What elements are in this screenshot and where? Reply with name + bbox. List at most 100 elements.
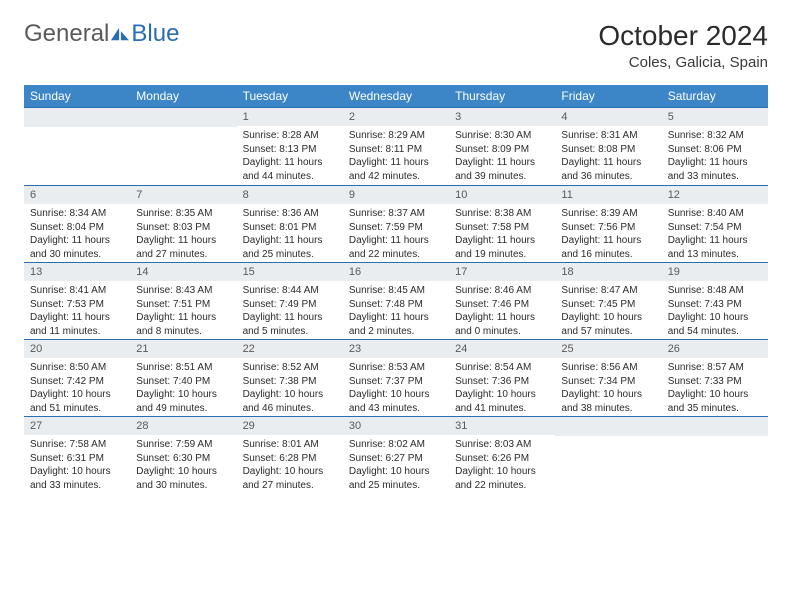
day-number: 27 bbox=[24, 417, 130, 435]
sunset-text: Sunset: 7:38 PM bbox=[243, 375, 337, 389]
sunrise-text: Sunrise: 8:29 AM bbox=[349, 129, 443, 143]
day-cell: 5Sunrise: 8:32 AMSunset: 8:06 PMDaylight… bbox=[662, 108, 768, 186]
daylight-text: Daylight: 10 hours and 35 minutes. bbox=[668, 388, 762, 415]
day-data: Sunrise: 8:40 AMSunset: 7:54 PMDaylight:… bbox=[662, 204, 768, 262]
sunrise-text: Sunrise: 8:43 AM bbox=[136, 284, 230, 298]
sunset-text: Sunset: 7:56 PM bbox=[561, 221, 655, 235]
weekday-header: Saturday bbox=[662, 85, 768, 108]
weekday-header: Sunday bbox=[24, 85, 130, 108]
day-cell: 27Sunrise: 7:58 AMSunset: 6:31 PMDayligh… bbox=[24, 417, 130, 495]
day-cell: 15Sunrise: 8:44 AMSunset: 7:49 PMDayligh… bbox=[237, 263, 343, 340]
daylight-text: Daylight: 11 hours and 22 minutes. bbox=[349, 234, 443, 261]
daylight-text: Daylight: 10 hours and 54 minutes. bbox=[668, 311, 762, 338]
weekday-header: Monday bbox=[130, 85, 236, 108]
day-cell: 3Sunrise: 8:30 AMSunset: 8:09 PMDaylight… bbox=[449, 108, 555, 186]
day-number: 26 bbox=[662, 340, 768, 358]
sunrise-text: Sunrise: 8:36 AM bbox=[243, 207, 337, 221]
day-number bbox=[24, 108, 130, 127]
day-data: Sunrise: 8:52 AMSunset: 7:38 PMDaylight:… bbox=[237, 358, 343, 416]
sunset-text: Sunset: 6:31 PM bbox=[30, 452, 124, 466]
daylight-text: Daylight: 10 hours and 43 minutes. bbox=[349, 388, 443, 415]
day-data: Sunrise: 8:28 AMSunset: 8:13 PMDaylight:… bbox=[237, 126, 343, 184]
day-cell: 26Sunrise: 8:57 AMSunset: 7:33 PMDayligh… bbox=[662, 340, 768, 417]
sunrise-text: Sunrise: 8:48 AM bbox=[668, 284, 762, 298]
day-number: 3 bbox=[449, 108, 555, 126]
calendar-week-row: 27Sunrise: 7:58 AMSunset: 6:31 PMDayligh… bbox=[24, 417, 768, 495]
day-cell: 23Sunrise: 8:53 AMSunset: 7:37 PMDayligh… bbox=[343, 340, 449, 417]
sunset-text: Sunset: 8:04 PM bbox=[30, 221, 124, 235]
day-cell: 22Sunrise: 8:52 AMSunset: 7:38 PMDayligh… bbox=[237, 340, 343, 417]
daylight-text: Daylight: 11 hours and 44 minutes. bbox=[243, 156, 337, 183]
day-number: 13 bbox=[24, 263, 130, 281]
day-number: 9 bbox=[343, 186, 449, 204]
sunset-text: Sunset: 7:37 PM bbox=[349, 375, 443, 389]
day-cell: 19Sunrise: 8:48 AMSunset: 7:43 PMDayligh… bbox=[662, 263, 768, 340]
sunset-text: Sunset: 6:30 PM bbox=[136, 452, 230, 466]
day-data: Sunrise: 8:54 AMSunset: 7:36 PMDaylight:… bbox=[449, 358, 555, 416]
day-cell: 4Sunrise: 8:31 AMSunset: 8:08 PMDaylight… bbox=[555, 108, 661, 186]
day-number: 11 bbox=[555, 186, 661, 204]
day-number: 24 bbox=[449, 340, 555, 358]
daylight-text: Daylight: 11 hours and 13 minutes. bbox=[668, 234, 762, 261]
logo-sail-icon bbox=[111, 27, 129, 41]
sunset-text: Sunset: 7:43 PM bbox=[668, 298, 762, 312]
day-data: Sunrise: 8:41 AMSunset: 7:53 PMDaylight:… bbox=[24, 281, 130, 339]
sunrise-text: Sunrise: 8:53 AM bbox=[349, 361, 443, 375]
day-number: 1 bbox=[237, 108, 343, 126]
day-data bbox=[555, 436, 661, 494]
sunset-text: Sunset: 6:26 PM bbox=[455, 452, 549, 466]
sunrise-text: Sunrise: 8:57 AM bbox=[668, 361, 762, 375]
daylight-text: Daylight: 10 hours and 51 minutes. bbox=[30, 388, 124, 415]
day-number: 8 bbox=[237, 186, 343, 204]
day-cell: 14Sunrise: 8:43 AMSunset: 7:51 PMDayligh… bbox=[130, 263, 236, 340]
sunrise-text: Sunrise: 8:03 AM bbox=[455, 438, 549, 452]
day-data: Sunrise: 8:35 AMSunset: 8:03 PMDaylight:… bbox=[130, 204, 236, 262]
sunset-text: Sunset: 6:27 PM bbox=[349, 452, 443, 466]
day-data: Sunrise: 8:45 AMSunset: 7:48 PMDaylight:… bbox=[343, 281, 449, 339]
calendar-week-row: 1Sunrise: 8:28 AMSunset: 8:13 PMDaylight… bbox=[24, 108, 768, 186]
sunset-text: Sunset: 7:49 PM bbox=[243, 298, 337, 312]
daylight-text: Daylight: 11 hours and 5 minutes. bbox=[243, 311, 337, 338]
sunrise-text: Sunrise: 8:30 AM bbox=[455, 129, 549, 143]
daylight-text: Daylight: 10 hours and 27 minutes. bbox=[243, 465, 337, 492]
sunset-text: Sunset: 7:53 PM bbox=[30, 298, 124, 312]
calendar-table: SundayMondayTuesdayWednesdayThursdayFrid… bbox=[24, 85, 768, 494]
daylight-text: Daylight: 11 hours and 27 minutes. bbox=[136, 234, 230, 261]
sunset-text: Sunset: 8:03 PM bbox=[136, 221, 230, 235]
sunset-text: Sunset: 7:51 PM bbox=[136, 298, 230, 312]
empty-cell bbox=[130, 108, 236, 186]
day-number: 31 bbox=[449, 417, 555, 435]
page-title: October 2024 bbox=[598, 20, 768, 52]
sunrise-text: Sunrise: 8:41 AM bbox=[30, 284, 124, 298]
day-number: 7 bbox=[130, 186, 236, 204]
title-block: October 2024 Coles, Galicia, Spain bbox=[598, 20, 768, 71]
sunrise-text: Sunrise: 8:47 AM bbox=[561, 284, 655, 298]
daylight-text: Daylight: 11 hours and 36 minutes. bbox=[561, 156, 655, 183]
day-data: Sunrise: 8:36 AMSunset: 8:01 PMDaylight:… bbox=[237, 204, 343, 262]
day-data: Sunrise: 8:47 AMSunset: 7:45 PMDaylight:… bbox=[555, 281, 661, 339]
day-cell: 8Sunrise: 8:36 AMSunset: 8:01 PMDaylight… bbox=[237, 186, 343, 263]
page-header: General Blue October 2024 Coles, Galicia… bbox=[24, 20, 768, 71]
empty-cell bbox=[555, 417, 661, 495]
sunrise-text: Sunrise: 8:35 AM bbox=[136, 207, 230, 221]
daylight-text: Daylight: 11 hours and 25 minutes. bbox=[243, 234, 337, 261]
day-data: Sunrise: 8:03 AMSunset: 6:26 PMDaylight:… bbox=[449, 435, 555, 493]
empty-cell bbox=[662, 417, 768, 495]
sunrise-text: Sunrise: 8:37 AM bbox=[349, 207, 443, 221]
sunrise-text: Sunrise: 8:45 AM bbox=[349, 284, 443, 298]
sunset-text: Sunset: 8:08 PM bbox=[561, 143, 655, 157]
day-number: 12 bbox=[662, 186, 768, 204]
sunrise-text: Sunrise: 8:51 AM bbox=[136, 361, 230, 375]
day-number: 28 bbox=[130, 417, 236, 435]
day-cell: 10Sunrise: 8:38 AMSunset: 7:58 PMDayligh… bbox=[449, 186, 555, 263]
daylight-text: Daylight: 11 hours and 2 minutes. bbox=[349, 311, 443, 338]
sunrise-text: Sunrise: 8:40 AM bbox=[668, 207, 762, 221]
logo: General Blue bbox=[24, 20, 179, 48]
calendar-week-row: 13Sunrise: 8:41 AMSunset: 7:53 PMDayligh… bbox=[24, 263, 768, 340]
sunrise-text: Sunrise: 8:46 AM bbox=[455, 284, 549, 298]
day-cell: 1Sunrise: 8:28 AMSunset: 8:13 PMDaylight… bbox=[237, 108, 343, 186]
sunset-text: Sunset: 8:11 PM bbox=[349, 143, 443, 157]
day-cell: 13Sunrise: 8:41 AMSunset: 7:53 PMDayligh… bbox=[24, 263, 130, 340]
daylight-text: Daylight: 11 hours and 39 minutes. bbox=[455, 156, 549, 183]
day-data: Sunrise: 8:53 AMSunset: 7:37 PMDaylight:… bbox=[343, 358, 449, 416]
